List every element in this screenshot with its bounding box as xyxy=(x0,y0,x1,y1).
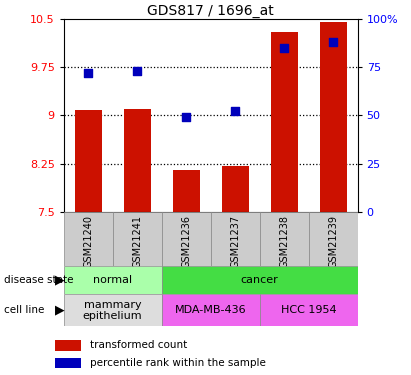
Bar xyxy=(75,110,102,212)
Text: GSM21239: GSM21239 xyxy=(328,214,338,268)
Bar xyxy=(113,212,162,266)
Text: GSM21237: GSM21237 xyxy=(230,214,240,268)
Bar xyxy=(64,294,162,326)
Bar xyxy=(64,266,162,294)
Text: GSM21236: GSM21236 xyxy=(181,214,191,268)
Text: GSM21240: GSM21240 xyxy=(83,214,93,268)
Bar xyxy=(124,109,151,212)
Bar xyxy=(320,22,346,212)
Point xyxy=(183,114,189,120)
Point xyxy=(134,68,141,74)
Bar xyxy=(260,294,358,326)
Text: disease state: disease state xyxy=(4,275,74,285)
Bar xyxy=(64,212,113,266)
Text: ▶: ▶ xyxy=(55,274,65,287)
Text: GSM21241: GSM21241 xyxy=(132,214,142,268)
Point xyxy=(281,45,287,51)
Text: cell line: cell line xyxy=(4,305,44,315)
Text: ▶: ▶ xyxy=(55,304,65,317)
Bar xyxy=(55,358,81,368)
Bar xyxy=(270,32,298,212)
Bar xyxy=(260,212,309,266)
Text: transformed count: transformed count xyxy=(90,340,187,350)
Text: normal: normal xyxy=(93,275,132,285)
Bar xyxy=(162,294,260,326)
Bar xyxy=(222,165,249,212)
Text: MDA-MB-436: MDA-MB-436 xyxy=(175,305,247,315)
Point xyxy=(232,108,238,114)
Text: HCC 1954: HCC 1954 xyxy=(281,305,337,315)
Text: cancer: cancer xyxy=(241,275,279,285)
Text: mammary
epithelium: mammary epithelium xyxy=(83,300,143,321)
Point xyxy=(330,39,336,45)
Text: percentile rank within the sample: percentile rank within the sample xyxy=(90,358,266,368)
Bar xyxy=(309,212,358,266)
Bar xyxy=(162,266,358,294)
Text: GSM21238: GSM21238 xyxy=(279,214,289,268)
Bar xyxy=(173,170,200,212)
Title: GDS817 / 1696_at: GDS817 / 1696_at xyxy=(147,4,274,18)
Point xyxy=(85,70,92,76)
Bar xyxy=(162,212,211,266)
Bar xyxy=(211,212,260,266)
Bar xyxy=(55,340,81,351)
